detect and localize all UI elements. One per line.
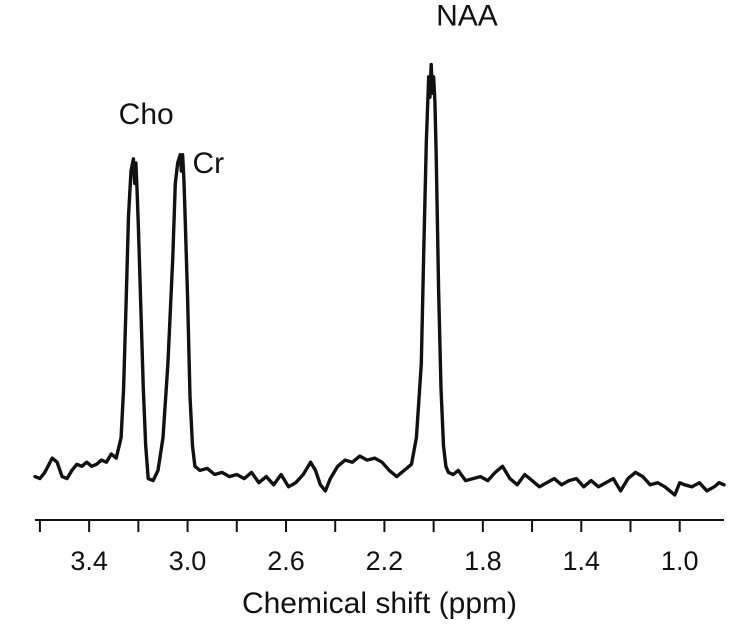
x-axis-minor-ticks <box>38 520 632 532</box>
x-tick-label: 1.8 <box>464 546 502 576</box>
x-axis-major-ticks <box>88 520 681 532</box>
peak-label-cho: Cho <box>119 98 174 131</box>
plot-area <box>33 62 726 497</box>
x-tick-label: 3.4 <box>70 546 108 576</box>
x-tick-label: 2.2 <box>366 546 404 576</box>
x-axis-title: Chemical shift (ppm) <box>242 587 517 620</box>
x-axis: 3.4 3.0 2.6 2.2 1.8 1.4 1.0 Chemical shi… <box>35 519 724 620</box>
spectrum-line <box>33 62 726 497</box>
x-tick-label: 3.0 <box>169 546 207 576</box>
peak-labels: Cho Cr NAA <box>119 0 498 180</box>
x-tick-label: 1.4 <box>563 546 601 576</box>
peak-label-cr: Cr <box>192 147 224 180</box>
x-tick-label: 1.0 <box>661 546 699 576</box>
peak-label-naa: NAA <box>436 0 498 33</box>
x-tick-label: 2.6 <box>267 546 305 576</box>
x-axis-tick-labels: 3.4 3.0 2.6 2.2 1.8 1.4 1.0 <box>70 546 698 576</box>
